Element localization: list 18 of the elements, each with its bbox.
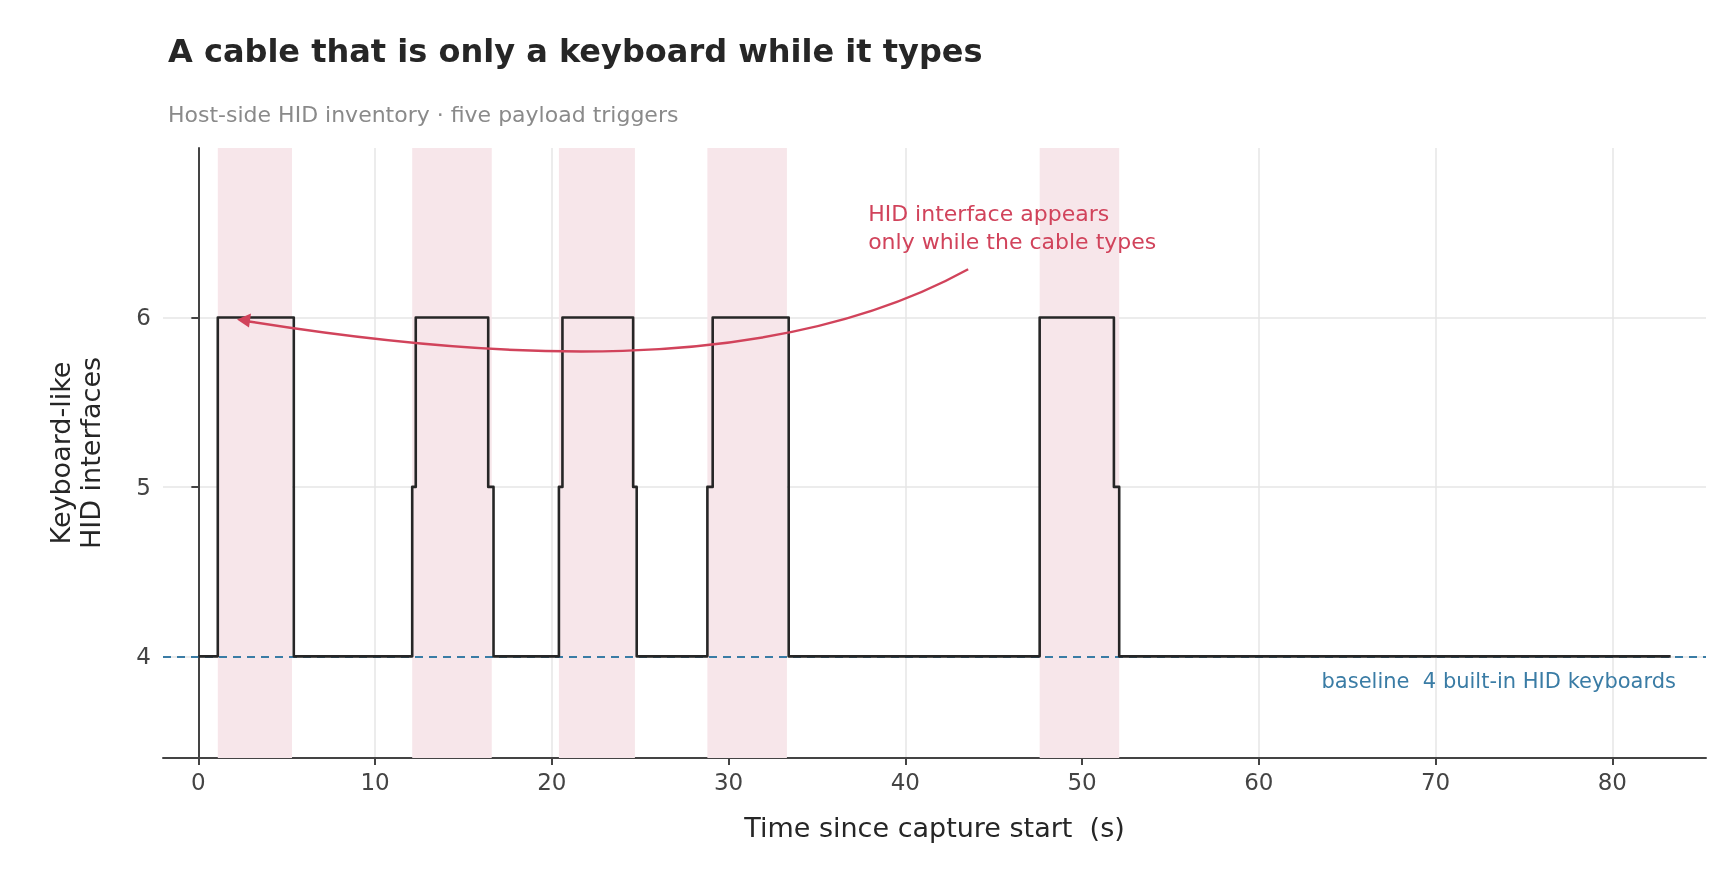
x-tick-label: 50 [1067,768,1097,795]
x-tick-label: 70 [1420,768,1451,795]
x-tick-label: 20 [537,768,567,795]
annotation: HID interface appears only while the cable types [868,200,1157,254]
x-tick-label: 30 [713,768,744,795]
ref-line-label: baseline 4 built-in HID keyboards [1321,668,1676,693]
x-tick-label: 80 [1597,768,1627,795]
y-tick-label: 4 [136,643,151,670]
chart-subtitle: Host-side HID inventory · five payload triggers [168,101,679,127]
y-tick-label: 5 [136,473,151,500]
x-tick-label: 10 [360,768,390,795]
x-tick-label: 0 [191,768,206,795]
x-axis-title: Time since capture start (s) [743,812,1125,843]
chart-title: A cable that is only a keyboard while it types [168,32,983,70]
y-tick-label: 6 [136,304,151,331]
x-tick-label: 40 [890,768,920,795]
x-tick-label: 60 [1244,768,1274,795]
y-axis-title: Keyboard-like HID interfaces [44,356,106,550]
